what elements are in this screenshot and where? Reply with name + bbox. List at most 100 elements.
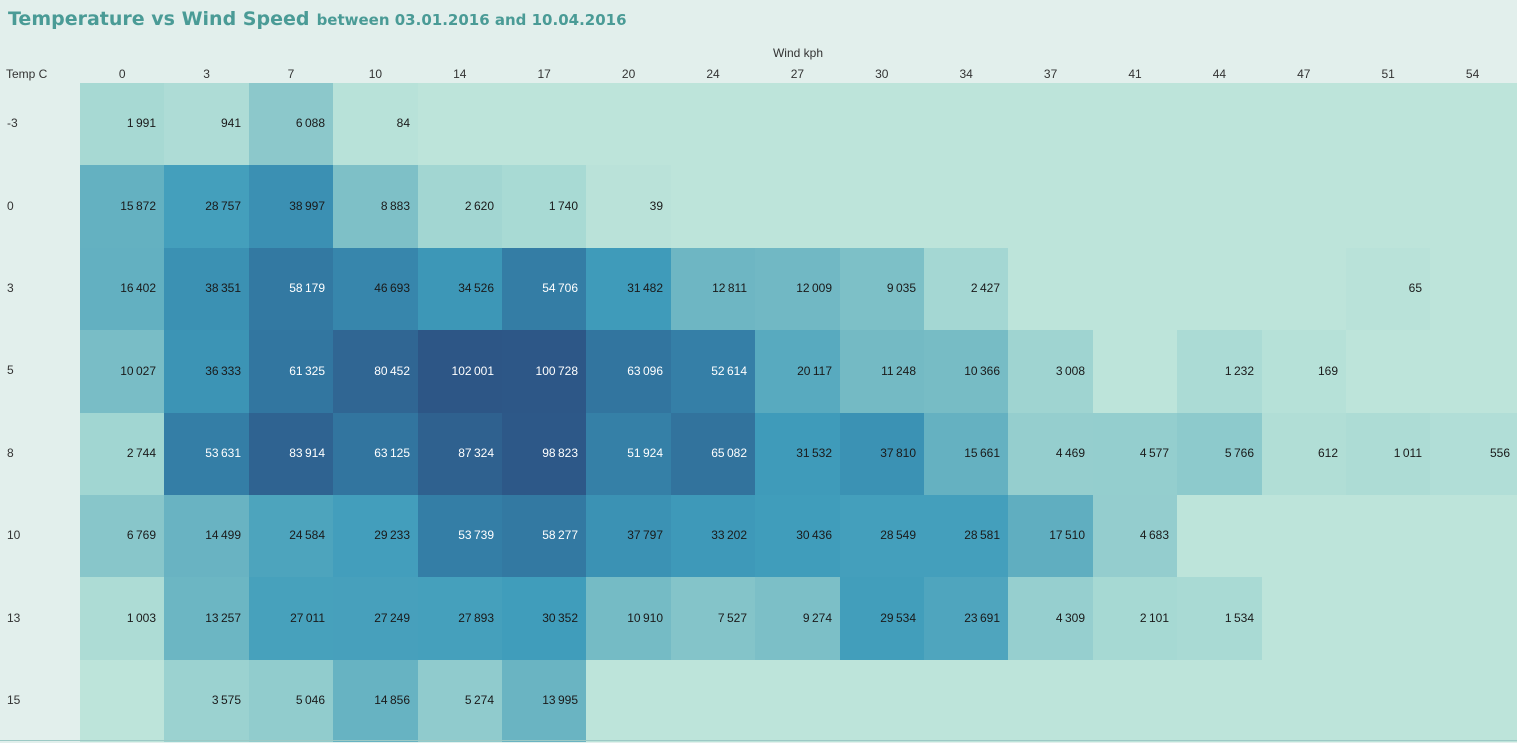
heatmap-cell: [164, 330, 249, 413]
heatmap-cell: [840, 165, 924, 248]
bottom-border: [0, 740, 1517, 741]
heatmap-cell: [840, 413, 924, 495]
heatmap-cell: [1430, 83, 1517, 165]
cell-value-label: 15 872: [120, 198, 156, 213]
x-tick-label: 34: [959, 67, 973, 81]
heatmap-cell: [840, 495, 924, 577]
y-tick-label: 0: [7, 198, 14, 213]
cell-value-label: 61 325: [289, 363, 325, 378]
cell-value-label: 52 614: [711, 363, 747, 378]
heatmap-cell: [1008, 165, 1093, 248]
cell-value-label: 28 549: [880, 528, 916, 542]
heatmap-cell: [840, 577, 924, 660]
cell-value-label: 63 125: [374, 446, 410, 460]
heatmap-cell: [418, 165, 502, 248]
heatmap-cell: [502, 330, 586, 413]
heatmap-cell: [840, 330, 924, 413]
cell-value-label: 65: [1408, 281, 1422, 295]
heatmap-cell: [1008, 248, 1093, 330]
cell-value-label: 84: [396, 116, 410, 130]
x-tick-label: 30: [875, 67, 889, 81]
cell-value-label: 1 534: [1224, 610, 1254, 625]
heatmap-cell: [1008, 413, 1093, 495]
heatmap-cell: [586, 248, 671, 330]
heatmap-cell: [1262, 83, 1346, 165]
x-tick-label: 44: [1212, 67, 1227, 81]
title-main: Temperature vs Wind Speed: [8, 8, 310, 30]
heatmap-cell: [249, 495, 333, 577]
cell-value-label: 8 883: [380, 198, 410, 213]
heatmap-cell: [1008, 660, 1093, 742]
cell-value-label: 31 532: [796, 446, 832, 460]
cell-value-label: 3 008: [1055, 363, 1085, 378]
heatmap-cell: [586, 330, 671, 413]
heatmap-cell: [1177, 83, 1262, 165]
cell-value-label: 5 766: [1224, 446, 1254, 460]
heatmap-cell: [755, 577, 840, 660]
heatmap-cell: [333, 495, 418, 577]
heatmap-cell: [1177, 248, 1262, 330]
heatmap-cell: [671, 577, 755, 660]
heatmap-cell: [840, 83, 924, 165]
cell-value-label: 941: [220, 116, 241, 130]
cell-value-label: 13 257: [205, 610, 241, 625]
cell-value-label: 23 691: [964, 610, 1000, 625]
y-tick-label: -3: [7, 116, 18, 131]
heatmap-cell: [164, 83, 249, 165]
heatmap-cell: [502, 413, 586, 495]
cell-value-label: 16 402: [120, 281, 156, 295]
heatmap-cell: [1346, 495, 1430, 577]
heatmap-cell: [333, 330, 418, 413]
heatmap-cell: [1262, 248, 1346, 330]
heatmap-cell: [1177, 165, 1262, 248]
heatmap-cell: [1430, 248, 1517, 330]
heatmap-cell: [924, 495, 1008, 577]
heatmap-cell: [1346, 413, 1430, 495]
cell-value-label: 5 274: [464, 693, 494, 707]
x-tick-label: 47: [1297, 67, 1311, 81]
heatmap-cell: [924, 165, 1008, 248]
heatmap-cell: [924, 330, 1008, 413]
heatmap-cell: [333, 165, 418, 248]
cell-value-label: 29 233: [374, 528, 410, 542]
heatmap-cell: [755, 83, 840, 165]
cell-value-label: 34 526: [458, 281, 494, 295]
y-tick-label: 13: [7, 610, 21, 625]
heatmap-cell: [1262, 660, 1346, 742]
heatmap-cell: [840, 660, 924, 742]
heatmap-cell: [249, 83, 333, 165]
heatmap-cell: [1346, 330, 1430, 413]
heatmap-cell: [1093, 330, 1177, 413]
cell-value-label: 2 427: [970, 281, 1000, 295]
cell-value-label: 14 856: [374, 693, 410, 707]
cell-value-label: 2 744: [126, 446, 156, 460]
heatmap-cell: [502, 577, 586, 660]
cell-value-label: 612: [1317, 446, 1338, 460]
heatmap-cell: [1262, 330, 1346, 413]
heatmap-cell: [1430, 577, 1517, 660]
cell-value-label: 12 009: [796, 281, 832, 295]
heatmap-cell: [333, 248, 418, 330]
y-tick-label: 3: [7, 281, 14, 295]
heatmap-cell: [333, 660, 418, 742]
cell-value-label: 53 631: [205, 446, 241, 460]
y-tick-label: 15: [7, 693, 21, 707]
cell-value-label: 30 352: [542, 610, 578, 625]
cell-value-label: 169: [1317, 363, 1338, 378]
cell-value-label: 83 914: [289, 446, 325, 460]
x-tick-label: 14: [453, 67, 467, 81]
cell-value-label: 9 274: [802, 610, 832, 625]
heatmap-cell: [249, 577, 333, 660]
heatmap-cell: [671, 495, 755, 577]
heatmap-cell: [418, 577, 502, 660]
heatmap-cell: [249, 248, 333, 330]
heatmap-cell: [333, 577, 418, 660]
chart-title: Temperature vs Wind Speed between 03.01.…: [8, 8, 627, 30]
cell-value-label: 51 924: [627, 446, 663, 460]
heatmap-cell: [80, 330, 164, 413]
heatmap-cell: [1346, 165, 1430, 248]
heatmap-cell: [586, 83, 671, 165]
cell-value-label: 38 997: [289, 198, 325, 213]
cell-value-label: 98 823: [542, 446, 578, 460]
cell-value-label: 1 003: [126, 610, 156, 625]
